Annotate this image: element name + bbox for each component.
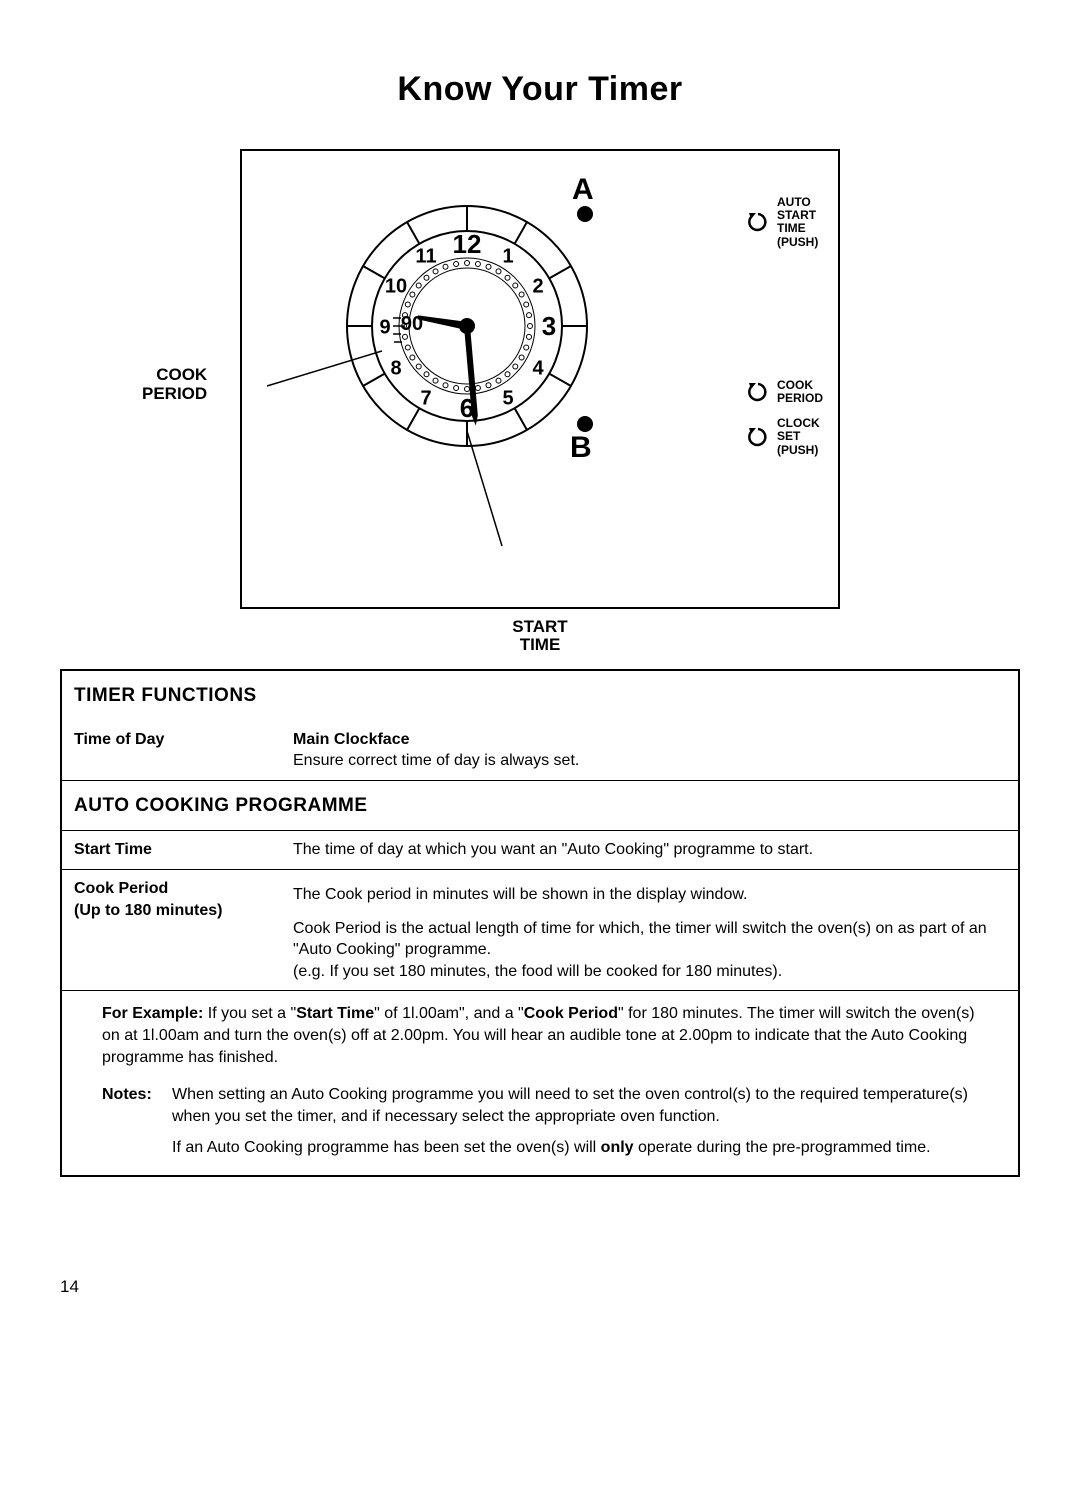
table-row: Time of Day Main Clockface Ensure correc… [61, 721, 1019, 780]
diagram-label-start-time: START TIME [512, 618, 567, 655]
line: CLOCK [777, 416, 820, 430]
knob-text: CLOCK SET (PUSH) [777, 417, 820, 457]
knob-icon [745, 379, 771, 405]
notes-label: Notes: [102, 1084, 172, 1127]
svg-text:1: 1 [502, 245, 513, 267]
cook-label-line2: PERIOD [142, 384, 207, 403]
svg-text:4: 4 [532, 357, 544, 379]
svg-text:5: 5 [502, 387, 513, 409]
svg-text:9: 9 [379, 316, 390, 338]
line: SET [777, 429, 800, 443]
example-prefix: For Example: [102, 1005, 203, 1022]
row-body: The time of day at which you want an "Au… [281, 831, 1019, 869]
line: START [777, 208, 816, 222]
row-label-line1: Cook Period [74, 880, 168, 897]
svg-text:11: 11 [415, 245, 436, 267]
start-label-line1: START [512, 617, 567, 636]
knob-clock-set: CLOCK SET (PUSH) [745, 417, 823, 457]
diagram-knob-labels: AUTO START TIME (PUSH) COOK PERIOD [745, 196, 823, 469]
knob-text: AUTO START TIME (PUSH) [777, 196, 818, 249]
row-body: The Cook period in minutes will be shown… [281, 870, 1019, 991]
timer-diagram-container: COOK PERIOD A [60, 149, 1020, 609]
page-number: 14 [60, 1277, 1020, 1297]
knob-text: COOK PERIOD [777, 379, 823, 405]
knob-auto-start-time: AUTO START TIME (PUSH) [745, 196, 823, 249]
svg-text:3: 3 [542, 311, 556, 341]
diagram-dot-a [577, 206, 593, 222]
line: TIME [777, 221, 806, 235]
svg-text:8: 8 [390, 357, 401, 379]
row-label: Start Time [61, 831, 281, 869]
t: Cook Period [524, 1005, 618, 1022]
knob-icon [745, 424, 771, 450]
example-row: For Example: If you set a "Start Time" o… [61, 991, 1019, 1074]
row-label: Cook Period (Up to 180 minutes) [61, 870, 281, 991]
notes-text1: When setting an Auto Cooking programme y… [172, 1084, 978, 1127]
t: Start Time [296, 1005, 374, 1022]
example-text: For Example: If you set a "Start Time" o… [61, 991, 1019, 1074]
row-body-p1: The Cook period in minutes will be shown… [293, 884, 1006, 906]
row-label: Time of Day [61, 721, 281, 780]
svg-text:90: 90 [401, 313, 423, 335]
row-label-line2: (Up to 180 minutes) [74, 902, 222, 919]
cook-label-line1: COOK [156, 365, 207, 384]
svg-text:7: 7 [420, 387, 431, 409]
svg-text:12: 12 [453, 229, 482, 259]
section-header-auto-cooking: AUTO COOKING PROGRAMME [61, 780, 1019, 830]
line: (PUSH) [777, 443, 818, 457]
start-label-line2: TIME [520, 635, 561, 654]
header-text: AUTO COOKING PROGRAMME [61, 780, 1019, 830]
diagram-letter-b: B [570, 431, 592, 465]
row-body-text: Ensure correct time of day is always set… [293, 752, 579, 769]
line: PERIOD [777, 391, 823, 405]
timer-info-table: TIMER FUNCTIONS Time of Day Main Clockfa… [60, 669, 1020, 1177]
t: operate during the pre-programmed time. [634, 1139, 931, 1156]
section-header-timer-functions: TIMER FUNCTIONS [61, 670, 1019, 721]
table-row: Start Time The time of day at which you … [61, 831, 1019, 869]
table-row: Cook Period (Up to 180 minutes) The Cook… [61, 870, 1019, 991]
timer-diagram: COOK PERIOD A [240, 149, 840, 609]
diagram-dot-b [577, 416, 593, 432]
t: If an Auto Cooking programme has been se… [172, 1139, 601, 1156]
row-body: Main Clockface Ensure correct time of da… [281, 721, 1019, 780]
header-text: TIMER FUNCTIONS [61, 670, 1019, 721]
line: COOK [777, 378, 813, 392]
knob-icon [745, 209, 771, 235]
notes-line: Notes: When setting an Auto Cooking prog… [102, 1084, 978, 1127]
t: If you set a " [203, 1005, 296, 1022]
svg-text:10: 10 [385, 275, 407, 297]
page-title: Know Your Timer [60, 70, 1020, 109]
notes-text2: If an Auto Cooking programme has been se… [172, 1137, 978, 1159]
t: " of 1l.00am", and a " [374, 1005, 524, 1022]
notes-cell: Notes: When setting an Auto Cooking prog… [61, 1074, 1019, 1176]
svg-text:6: 6 [460, 393, 474, 423]
line: (PUSH) [777, 235, 818, 249]
notes-row: Notes: When setting an Auto Cooking prog… [61, 1074, 1019, 1176]
row-body-p2: Cook Period is the actual length of time… [293, 918, 1006, 983]
svg-text:2: 2 [532, 275, 543, 297]
knob-cook-period: COOK PERIOD [745, 379, 823, 405]
line: AUTO [777, 195, 811, 209]
t: only [601, 1139, 634, 1156]
row-body-bold: Main Clockface [293, 731, 409, 748]
diagram-letter-a: A [572, 173, 594, 207]
diagram-label-cook-period: COOK PERIOD [142, 366, 207, 403]
